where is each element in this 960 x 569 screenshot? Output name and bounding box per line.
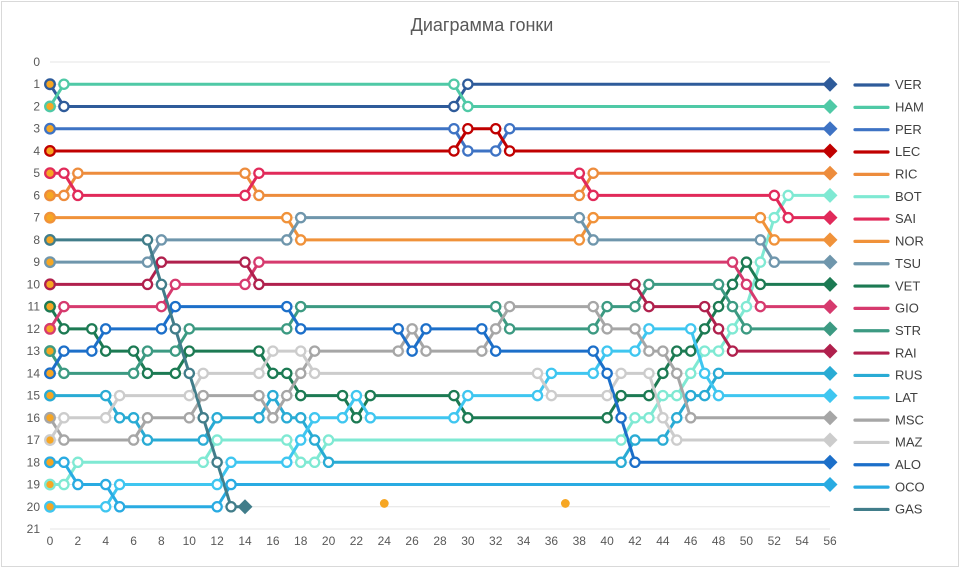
svg-text:LAT: LAT xyxy=(895,390,918,405)
svg-text:5: 5 xyxy=(33,166,40,180)
svg-text:56: 56 xyxy=(823,534,837,548)
svg-text:19: 19 xyxy=(27,478,41,492)
svg-text:2: 2 xyxy=(75,534,82,548)
svg-text:11: 11 xyxy=(28,300,41,314)
svg-text:13: 13 xyxy=(27,344,41,358)
svg-text:OCO: OCO xyxy=(895,479,925,494)
svg-text:HAM: HAM xyxy=(895,100,924,115)
svg-text:0: 0 xyxy=(47,534,54,548)
svg-text:20: 20 xyxy=(27,500,41,514)
svg-text:RUS: RUS xyxy=(895,368,923,383)
svg-text:RIC: RIC xyxy=(895,167,917,182)
svg-text:STR: STR xyxy=(895,323,921,338)
svg-text:17: 17 xyxy=(27,433,41,447)
svg-text:LEC: LEC xyxy=(895,144,920,159)
svg-text:14: 14 xyxy=(27,366,41,380)
svg-text:12: 12 xyxy=(210,534,224,548)
svg-text:ALO: ALO xyxy=(895,457,921,472)
svg-text:PER: PER xyxy=(895,122,922,137)
svg-text:52: 52 xyxy=(768,534,782,548)
svg-text:SAI: SAI xyxy=(895,211,916,226)
svg-text:16: 16 xyxy=(27,411,41,425)
svg-text:28: 28 xyxy=(433,534,447,548)
svg-text:34: 34 xyxy=(517,534,531,548)
svg-text:MSC: MSC xyxy=(895,412,924,427)
svg-text:8: 8 xyxy=(158,534,165,548)
svg-text:50: 50 xyxy=(740,534,754,548)
svg-text:48: 48 xyxy=(712,534,726,548)
svg-text:42: 42 xyxy=(628,534,642,548)
svg-text:RAI: RAI xyxy=(895,345,917,360)
svg-text:4: 4 xyxy=(102,534,109,548)
svg-text:VET: VET xyxy=(895,278,920,293)
svg-text:40: 40 xyxy=(600,534,614,548)
svg-text:6: 6 xyxy=(130,534,137,548)
svg-text:3: 3 xyxy=(33,122,40,136)
svg-text:GIO: GIO xyxy=(895,301,919,316)
svg-text:30: 30 xyxy=(461,534,475,548)
svg-text:6: 6 xyxy=(33,188,40,202)
svg-text:36: 36 xyxy=(545,534,559,548)
svg-text:18: 18 xyxy=(294,534,308,548)
svg-text:32: 32 xyxy=(489,534,503,548)
svg-text:46: 46 xyxy=(684,534,698,548)
svg-text:16: 16 xyxy=(266,534,280,548)
svg-text:9: 9 xyxy=(33,255,40,269)
svg-text:MAZ: MAZ xyxy=(895,435,923,450)
svg-text:24: 24 xyxy=(378,534,392,548)
svg-text:22: 22 xyxy=(350,534,364,548)
svg-text:NOR: NOR xyxy=(895,234,924,249)
svg-text:VER: VER xyxy=(895,77,922,92)
svg-text:10: 10 xyxy=(27,277,41,291)
svg-text:21: 21 xyxy=(27,522,41,536)
svg-text:10: 10 xyxy=(183,534,197,548)
svg-text:54: 54 xyxy=(795,534,809,548)
svg-text:BOT: BOT xyxy=(895,189,922,204)
svg-text:TSU: TSU xyxy=(895,256,921,271)
svg-text:2: 2 xyxy=(33,100,40,114)
svg-text:44: 44 xyxy=(656,534,670,548)
svg-text:0: 0 xyxy=(33,55,40,69)
svg-text:20: 20 xyxy=(322,534,336,548)
svg-text:GAS: GAS xyxy=(895,502,923,517)
svg-text:1: 1 xyxy=(33,77,40,91)
svg-text:26: 26 xyxy=(405,534,419,548)
svg-text:7: 7 xyxy=(33,211,40,225)
svg-text:38: 38 xyxy=(573,534,587,548)
svg-text:4: 4 xyxy=(33,144,40,158)
svg-text:14: 14 xyxy=(238,534,252,548)
svg-text:15: 15 xyxy=(27,389,41,403)
svg-text:8: 8 xyxy=(33,233,40,247)
svg-text:12: 12 xyxy=(27,322,41,336)
svg-text:18: 18 xyxy=(27,455,41,469)
